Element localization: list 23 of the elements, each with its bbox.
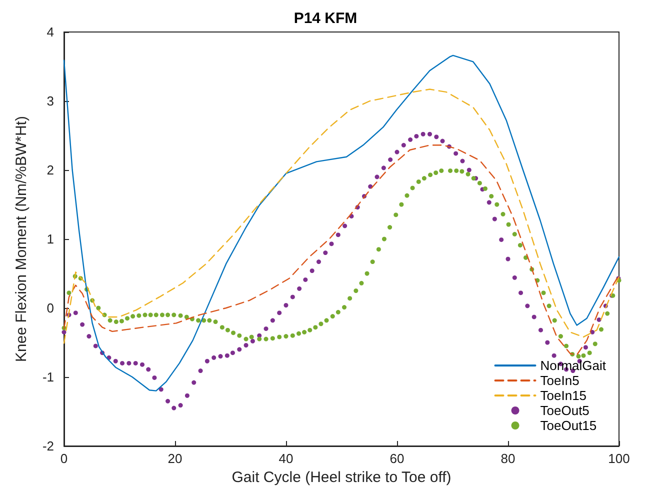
line-series xyxy=(63,88,620,344)
x-tick-label: 0 xyxy=(60,451,68,466)
y-axis-title: Knee Flexion Moment (Nm/%BW*Ht) xyxy=(13,116,30,362)
legend-label: ToeOut15 xyxy=(540,418,597,433)
y-tick-label: 2 xyxy=(46,162,54,178)
y-tick-label: 3 xyxy=(46,94,54,108)
x-tick-label: 20 xyxy=(168,451,182,466)
legend-label: ToeIn5 xyxy=(540,373,580,388)
y-tick-label: 1 xyxy=(46,232,54,246)
legend-label: NormalGait xyxy=(540,358,606,373)
x-axis-title: Gait Cycle (Heel strike to Toe off) xyxy=(232,468,452,486)
legend-label: ToeIn15 xyxy=(540,388,587,403)
chart-title: P14 KFM xyxy=(294,10,358,27)
x-tick-label: 60 xyxy=(390,451,404,466)
x-tick-label: 100 xyxy=(608,451,630,466)
y-tick-label: 0 xyxy=(46,300,54,316)
x-tick-label: 40 xyxy=(278,451,294,466)
y-tick-label: 4 xyxy=(46,24,54,40)
y-tick-label: -1 xyxy=(42,370,54,384)
y-tick-label: -2 xyxy=(42,438,54,454)
x-tick-label: 80 xyxy=(500,451,516,466)
legend-label: ToeOut5 xyxy=(540,403,590,418)
line-series xyxy=(63,54,620,392)
